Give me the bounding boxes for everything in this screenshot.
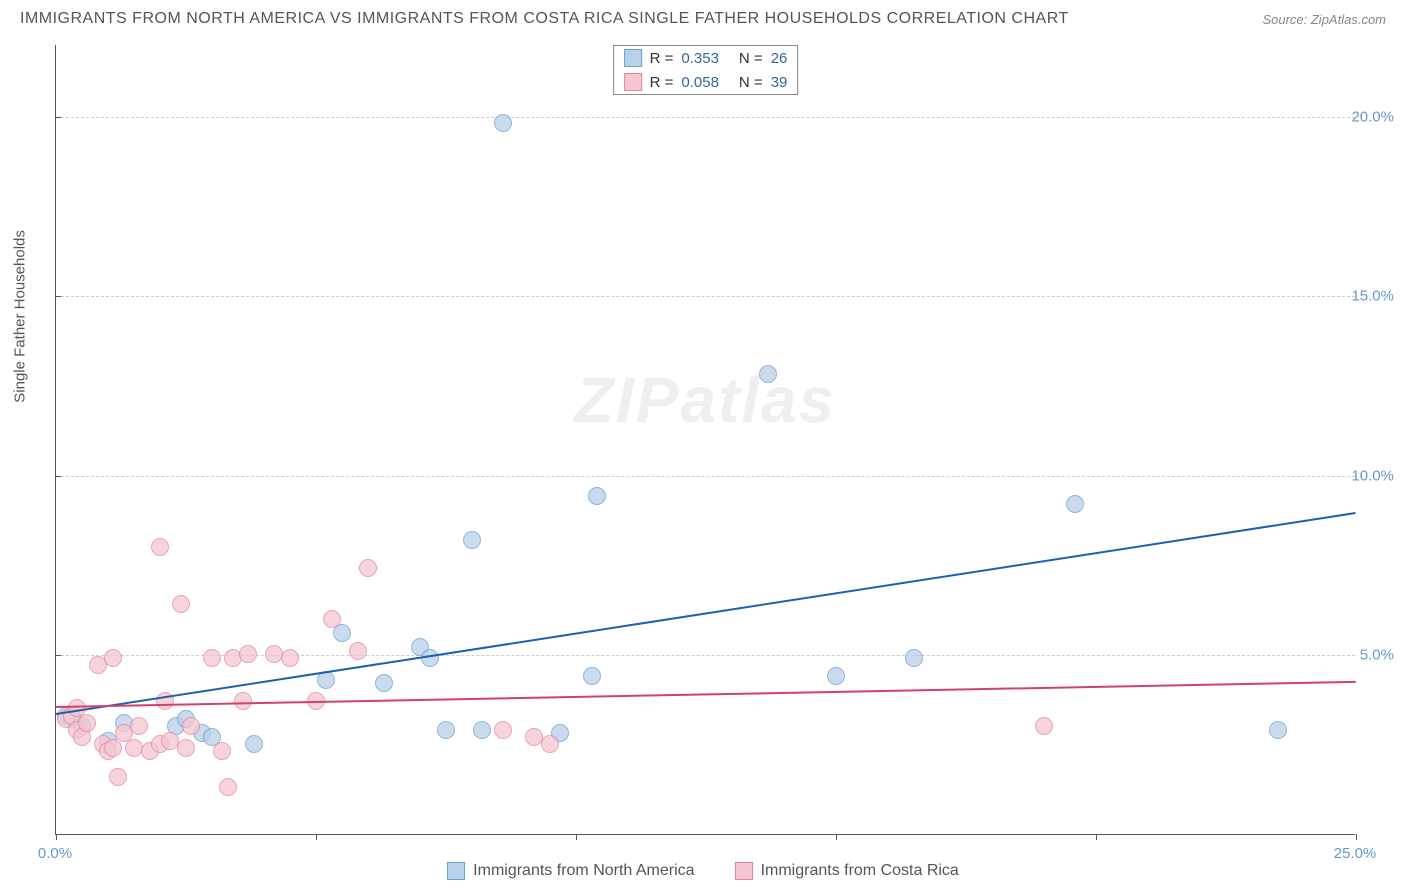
scatter-point-na: [375, 674, 393, 692]
scatter-point-cr: [494, 721, 512, 739]
scatter-point-cr: [349, 642, 367, 660]
x-tick-mark: [836, 834, 837, 840]
x-tick-mark: [56, 834, 57, 840]
legend-swatch-na: [447, 862, 465, 880]
scatter-point-cr: [213, 742, 231, 760]
y-tick-label: 20.0%: [1351, 108, 1394, 125]
y-tick-mark: [55, 476, 61, 477]
corr-legend-row-na: R = 0.353 N = 26: [614, 46, 798, 70]
r-value: 0.058: [681, 74, 719, 91]
scatter-point-na: [1269, 721, 1287, 739]
scatter-point-cr: [281, 649, 299, 667]
x-tick-mark: [1096, 834, 1097, 840]
gridline: [56, 476, 1355, 477]
series-legend: Immigrants from North America Immigrants …: [0, 862, 1406, 880]
n-label: N =: [739, 74, 763, 91]
scatter-point-na: [333, 624, 351, 642]
scatter-point-na: [759, 365, 777, 383]
y-tick-label: 15.0%: [1351, 288, 1394, 305]
scatter-point-cr: [219, 778, 237, 796]
scatter-point-cr: [130, 717, 148, 735]
scatter-point-na: [473, 721, 491, 739]
scatter-point-cr: [182, 717, 200, 735]
gridline: [56, 117, 1355, 118]
x-tick-label: 0.0%: [38, 845, 72, 862]
r-label: R =: [650, 50, 674, 67]
y-tick-mark: [55, 655, 61, 656]
scatter-point-na: [588, 487, 606, 505]
y-tick-label: 5.0%: [1360, 647, 1394, 664]
y-axis-title: Single Father Households: [12, 230, 29, 403]
chart-title: IMMIGRANTS FROM NORTH AMERICA VS IMMIGRA…: [20, 10, 1069, 28]
scatter-point-cr: [109, 768, 127, 786]
scatter-point-na: [905, 649, 923, 667]
r-value: 0.353: [681, 50, 719, 67]
scatter-point-cr: [541, 735, 559, 753]
scatter-point-na: [463, 531, 481, 549]
x-tick-mark: [316, 834, 317, 840]
scatter-point-na: [583, 667, 601, 685]
scatter-point-cr: [234, 692, 252, 710]
y-tick-label: 10.0%: [1351, 467, 1394, 484]
series-name: Immigrants from North America: [473, 862, 694, 880]
watermark-text: ZIPatlas: [575, 363, 836, 437]
scatter-point-cr: [78, 714, 96, 732]
scatter-point-cr: [203, 649, 221, 667]
series-legend-item-cr: Immigrants from Costa Rica: [735, 862, 959, 880]
x-tick-mark: [576, 834, 577, 840]
legend-swatch-na: [624, 49, 642, 67]
r-label: R =: [650, 74, 674, 91]
y-tick-mark: [55, 117, 61, 118]
legend-swatch-cr: [624, 73, 642, 91]
series-legend-item-na: Immigrants from North America: [447, 862, 694, 880]
source-label: Source: ZipAtlas.com: [1262, 12, 1386, 27]
scatter-point-cr: [104, 649, 122, 667]
scatter-point-cr: [177, 739, 195, 757]
scatter-point-na: [1066, 495, 1084, 513]
scatter-point-na: [494, 114, 512, 132]
n-value: 39: [771, 74, 788, 91]
n-value: 26: [771, 50, 788, 67]
scatter-point-cr: [1035, 717, 1053, 735]
scatter-point-cr: [359, 559, 377, 577]
n-label: N =: [739, 50, 763, 67]
scatter-point-cr: [239, 645, 257, 663]
y-tick-mark: [55, 296, 61, 297]
scatter-point-cr: [172, 595, 190, 613]
scatter-point-na: [827, 667, 845, 685]
correlation-legend: R = 0.353 N = 26 R = 0.058 N = 39: [613, 45, 799, 95]
scatter-point-cr: [323, 610, 341, 628]
corr-legend-row-cr: R = 0.058 N = 39: [614, 70, 798, 94]
scatter-point-na: [245, 735, 263, 753]
legend-swatch-cr: [735, 862, 753, 880]
scatter-point-na: [437, 721, 455, 739]
x-tick-label: 25.0%: [1334, 845, 1377, 862]
series-name: Immigrants from Costa Rica: [761, 862, 959, 880]
scatter-point-cr: [151, 538, 169, 556]
chart-plot-area: ZIPatlas R = 0.353 N = 26 R = 0.058 N = 39: [55, 45, 1355, 835]
gridline: [56, 296, 1355, 297]
x-tick-mark: [1356, 834, 1357, 840]
